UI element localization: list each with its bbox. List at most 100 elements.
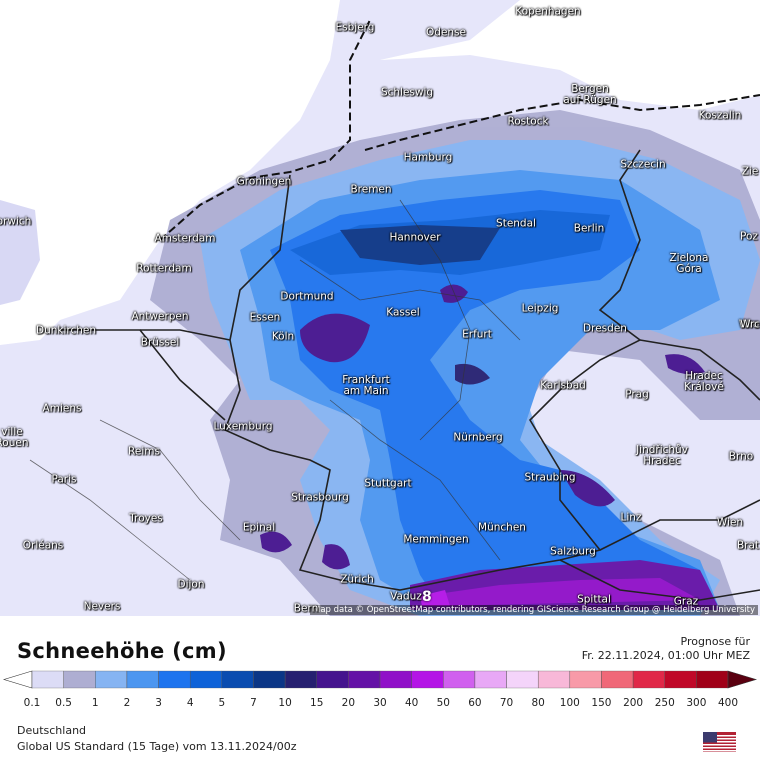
city-label: Troyes	[129, 512, 163, 525]
city-label: Dortmund	[280, 290, 334, 303]
city-label: Luxemburg	[213, 420, 273, 433]
colorbar-segment	[411, 670, 444, 689]
city-label: Poz	[740, 230, 758, 243]
city-label: Hamburg	[403, 151, 453, 164]
city-label: Paris	[51, 473, 77, 486]
city-label: Koszalin	[698, 109, 742, 122]
city-label: Bremen	[350, 183, 392, 196]
colorbar-label: 80	[531, 697, 544, 709]
city-label: Stendal	[496, 217, 536, 230]
city-label: Amsterdam	[154, 232, 216, 245]
colorbar-label: 60	[468, 697, 481, 709]
city-label: Antwerpen	[131, 310, 189, 323]
city-label: Leipzig	[521, 302, 559, 315]
colorbar-segment	[126, 670, 159, 689]
colorbar-segment	[158, 670, 191, 689]
city-label: Berlin	[573, 222, 605, 235]
city-label: Groningen	[236, 175, 292, 188]
city-label: orwich	[0, 215, 32, 228]
city-label: Spittal	[577, 593, 611, 606]
city-label: Bern	[293, 602, 319, 615]
city-label: Nürnberg	[453, 431, 503, 444]
colorbar-segment	[474, 670, 507, 689]
colorbar-under	[2, 670, 33, 689]
flag-us[interactable]	[703, 732, 736, 752]
colorbar-segment	[379, 670, 412, 689]
city-label: Linz	[620, 511, 642, 524]
city-label: Erfurt	[462, 328, 492, 341]
colorbar-label: 150	[591, 697, 611, 709]
colorbar-label: 7	[250, 697, 257, 709]
colorbar-label: 50	[437, 697, 450, 709]
map: Map data © OpenStreetMap contributors, r…	[0, 0, 760, 616]
colorbar-segment	[95, 670, 128, 689]
colorbar-label: 5	[218, 697, 225, 709]
city-label: Epinal	[242, 521, 276, 534]
colorbar-label: 30	[373, 697, 386, 709]
colorbar-label: 15	[310, 697, 323, 709]
forecast-label: Prognose für	[680, 635, 751, 648]
colorbar-segment	[632, 670, 665, 689]
colorbar-label: 3	[155, 697, 162, 709]
city-label: Dijon	[177, 578, 205, 591]
city-label: Brno	[728, 450, 754, 463]
city-label: Hannover	[389, 231, 441, 244]
colorbar-segment	[569, 670, 602, 689]
city-label: Essen	[249, 311, 281, 324]
city-label: Wien	[716, 516, 744, 529]
colorbar-segment	[221, 670, 254, 689]
colorbar: 0.1 0.5 1 2 3 4 5 7 10 15 20 30 40 50 60 70 80 100 150 200 2…	[2, 670, 758, 709]
city-label: Dunkirchen	[35, 324, 97, 337]
city-label: Stuttgart	[364, 477, 412, 490]
colorbar-label: 250	[655, 697, 675, 709]
max-value: 8	[422, 589, 432, 605]
city-label: Schleswig	[380, 86, 434, 99]
city-label: Esbjerg	[335, 21, 375, 34]
city-label: Amiens	[42, 402, 82, 415]
region: Deutschland	[17, 724, 87, 737]
city-label: Reims	[128, 445, 160, 458]
attribution: Map data © OpenStreetMap contributors, r…	[310, 605, 758, 615]
colorbar-label: 200	[623, 697, 643, 709]
city-label: Orléans	[22, 539, 64, 552]
city-label: Zürich	[340, 573, 374, 586]
city-label: Bergen auf Rügen	[563, 83, 617, 106]
city-label: Dresden	[583, 322, 627, 335]
colorbar-label: 0.5	[55, 697, 72, 709]
model-run: Global US Standard (15 Tage) vom 13.11.2…	[17, 740, 297, 753]
city-label: Memmingen	[403, 533, 469, 546]
city-label: Jindřichův Hradec	[636, 444, 688, 467]
colorbar-segment	[696, 670, 729, 689]
city-label: ville Rouen	[0, 426, 29, 449]
colorbar-label: 400	[718, 697, 738, 709]
colorbar-segment	[316, 670, 349, 689]
colorbar-segment	[538, 670, 570, 689]
city-label: Brüssel	[140, 336, 180, 349]
colorbar-segment	[63, 670, 96, 689]
colorbar-segment	[664, 670, 697, 689]
map-background	[0, 0, 760, 616]
city-label: Kopenhagen	[515, 5, 581, 18]
city-label: Straubing	[524, 471, 576, 484]
city-label: Wro	[738, 318, 760, 331]
colorbar-label: 70	[500, 697, 513, 709]
city-label: Salzburg	[550, 545, 596, 558]
city-label: Prag	[625, 388, 649, 401]
colorbar-label: 0.1	[24, 697, 41, 709]
legend-title: Schneehöhe (cm)	[17, 639, 227, 663]
colorbar-label: 100	[560, 697, 580, 709]
forecast-time: Fr. 22.11.2024, 01:00 Uhr MEZ	[581, 649, 750, 662]
city-label: Nevers	[83, 600, 121, 613]
city-label: Zie	[741, 165, 759, 178]
city-label: Odense	[426, 26, 466, 39]
city-label: Rotterdam	[136, 262, 192, 275]
colorbar-segment	[190, 670, 222, 689]
colorbar-label: 20	[342, 697, 355, 709]
city-label: Karlsbad	[540, 379, 586, 392]
city-label: Vaduz	[390, 590, 422, 603]
city-label: Frankfurt am Main	[342, 374, 390, 397]
colorbar-label: 1	[92, 697, 99, 709]
colorbar-label: 300	[686, 697, 706, 709]
city-label: Strasbourg	[291, 491, 349, 504]
